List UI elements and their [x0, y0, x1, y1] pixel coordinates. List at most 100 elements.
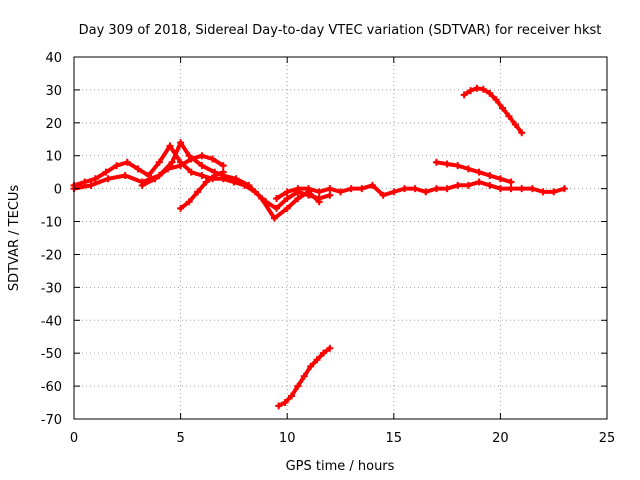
data-point [294, 382, 302, 390]
y-tick-label: -70 [41, 413, 62, 428]
data-point [507, 185, 515, 193]
grid-layer [74, 57, 607, 419]
data-point [155, 158, 163, 166]
data-point [281, 399, 289, 407]
data-point [499, 104, 507, 112]
y-tick-label: 20 [45, 117, 62, 132]
data-point [102, 168, 110, 176]
series-arc-5 [274, 180, 567, 201]
data-point [518, 185, 526, 193]
plot-frame [73, 56, 608, 420]
data-point [464, 181, 472, 189]
data-point [379, 191, 387, 199]
data-point [187, 155, 195, 163]
data-point [337, 188, 344, 196]
y-tick-label: -10 [41, 216, 62, 231]
data-point [81, 178, 89, 186]
y-axis-label: SDTVAR / TECUs [7, 185, 22, 292]
data-point [232, 175, 240, 183]
data-point [211, 171, 219, 179]
y-tick-label: 40 [45, 51, 62, 66]
y-tick-label: -50 [41, 347, 62, 362]
data-point [313, 356, 321, 364]
series-layer [70, 84, 568, 410]
data-point [168, 158, 176, 166]
data-point [539, 188, 547, 196]
data-point [275, 402, 283, 410]
data-point [326, 344, 334, 352]
data-point [422, 188, 430, 196]
data-point [492, 96, 500, 104]
data-point [390, 188, 398, 196]
data-point [283, 204, 291, 212]
data-point [177, 204, 185, 212]
data-point [198, 171, 206, 179]
data-point [454, 181, 462, 189]
data-point [219, 168, 227, 176]
y-tick-label: -20 [41, 248, 62, 263]
data-point [294, 185, 302, 193]
data-point [202, 178, 210, 186]
x-tick-label: 15 [386, 431, 403, 446]
data-point [91, 175, 99, 183]
data-point [273, 204, 281, 212]
data-point [432, 158, 440, 166]
data-point [104, 175, 112, 183]
data-point [467, 87, 475, 95]
data-point [198, 152, 206, 160]
data-point [194, 188, 202, 196]
data-point [473, 84, 481, 92]
y-tick-label: 30 [45, 84, 62, 99]
data-point [187, 168, 195, 176]
data-point [507, 178, 515, 186]
data-point [479, 85, 487, 93]
data-point [177, 139, 185, 147]
data-point [287, 392, 295, 400]
data-point [319, 349, 327, 357]
x-tick-label: 0 [70, 431, 78, 446]
data-point [505, 112, 513, 120]
y-tick-label: -30 [41, 281, 62, 296]
data-point [432, 185, 440, 193]
data-point [496, 185, 504, 193]
data-point [294, 195, 302, 203]
data-point [87, 181, 95, 189]
data-point [496, 175, 504, 183]
data-point [443, 160, 451, 168]
data-point [121, 171, 129, 179]
data-point [138, 181, 146, 189]
data-point [258, 195, 266, 203]
data-point [283, 195, 291, 203]
data-point [245, 181, 253, 189]
data-point [443, 185, 451, 193]
data-point [307, 362, 315, 370]
y-tick-label: -60 [41, 380, 62, 395]
data-point [123, 158, 131, 166]
data-point [464, 165, 472, 173]
data-point [454, 162, 462, 170]
data-point [486, 171, 494, 179]
data-point [475, 178, 483, 186]
y-tick-label: -40 [41, 314, 62, 329]
data-point [283, 188, 291, 196]
data-point [368, 181, 376, 189]
data-point [486, 89, 494, 97]
data-point [300, 372, 308, 380]
data-point [518, 129, 526, 137]
data-point [315, 188, 323, 196]
data-point [411, 185, 419, 193]
data-point [177, 162, 185, 170]
y-tick-label: 0 [54, 183, 62, 198]
data-point [185, 198, 193, 206]
data-point [270, 214, 278, 222]
data-point [305, 185, 313, 193]
x-tick-label: 10 [279, 431, 296, 446]
series-arc-7 [462, 86, 524, 135]
data-point [326, 185, 334, 193]
tick-layer: 0 5 10 15 20 25 -70 -60 -50 -40 -30 -20 -10 0 10 20 30 40 [41, 51, 616, 446]
data-point [528, 185, 536, 193]
data-point [560, 185, 568, 193]
data-point [511, 120, 519, 128]
x-tick-label: 5 [176, 431, 184, 446]
